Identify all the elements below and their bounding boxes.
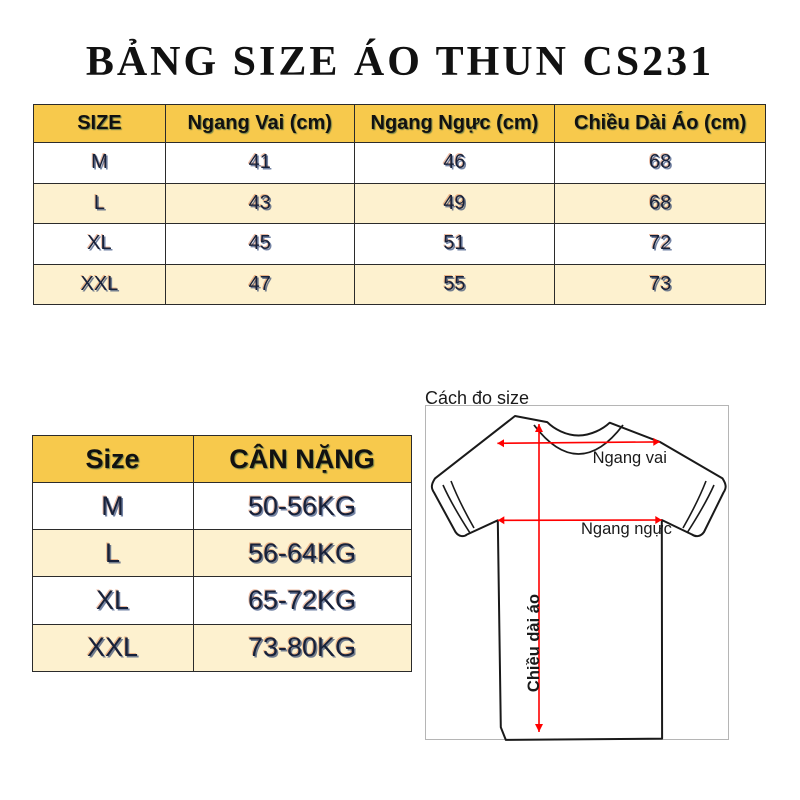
svg-text:Ngang ngực: Ngang ngực — [581, 520, 672, 538]
svg-text:Chiều dài áo: Chiều dài áo — [525, 594, 543, 692]
svg-text:Ngang vai: Ngang vai — [592, 449, 666, 467]
